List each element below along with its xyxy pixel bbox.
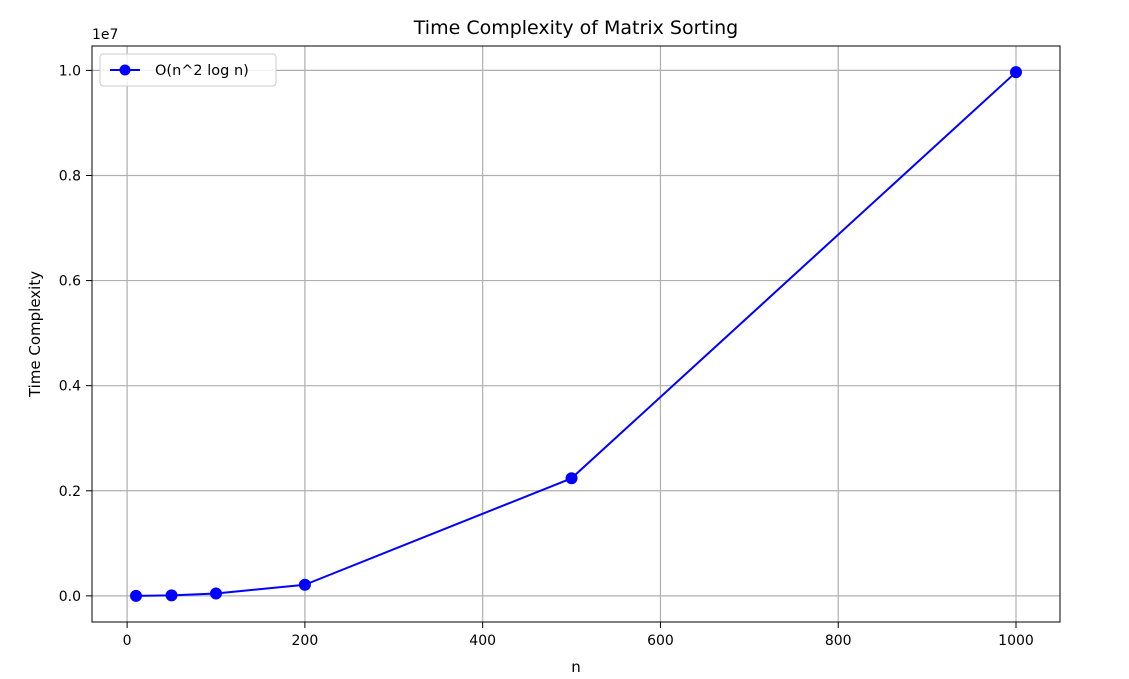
y-tick-label-3: 0.6 (59, 274, 81, 290)
data-point-2 (210, 587, 222, 600)
y-tick-label-5: 1.0 (59, 63, 81, 79)
x-tick-label-3: 600 (647, 633, 674, 649)
x-tick-label-2: 400 (469, 633, 496, 649)
x-tick-label-1: 200 (292, 633, 319, 649)
legend: O(n^2 log n) (99, 53, 277, 87)
data-point-0 (130, 589, 142, 602)
plot-frame (91, 45, 1061, 623)
axes: 0 200 400 600 800 1000 0.0 0.2 0.4 0.6 0.8 1.0 (59, 45, 1061, 649)
legend-box (99, 53, 277, 87)
x-tick-label-4: 800 (825, 633, 852, 649)
data-point-1 (165, 589, 178, 602)
y-tick-label-1: 0.2 (59, 484, 81, 500)
y-tick-label-0: 0.0 (59, 589, 81, 605)
x-tick-label-5: 1000 (998, 633, 1034, 649)
data-point-5 (1010, 66, 1022, 79)
y-axis-label: Time Complexity (26, 271, 44, 398)
x-tick-label-0: 0 (123, 633, 132, 649)
legend-marker-swatch (119, 64, 131, 76)
data-point-3 (298, 578, 311, 591)
y-tick-label-2: 0.4 (59, 379, 81, 395)
chart-title: Time Complexity of Matrix Sorting (413, 17, 738, 39)
legend-label: O(n^2 log n) (155, 63, 249, 79)
series (130, 66, 1022, 602)
y-axis-offset-label: 1e7 (92, 27, 118, 43)
data-point-4 (565, 472, 578, 485)
y-tick-label-4: 0.8 (59, 168, 81, 184)
x-axis-label: n (571, 658, 581, 676)
